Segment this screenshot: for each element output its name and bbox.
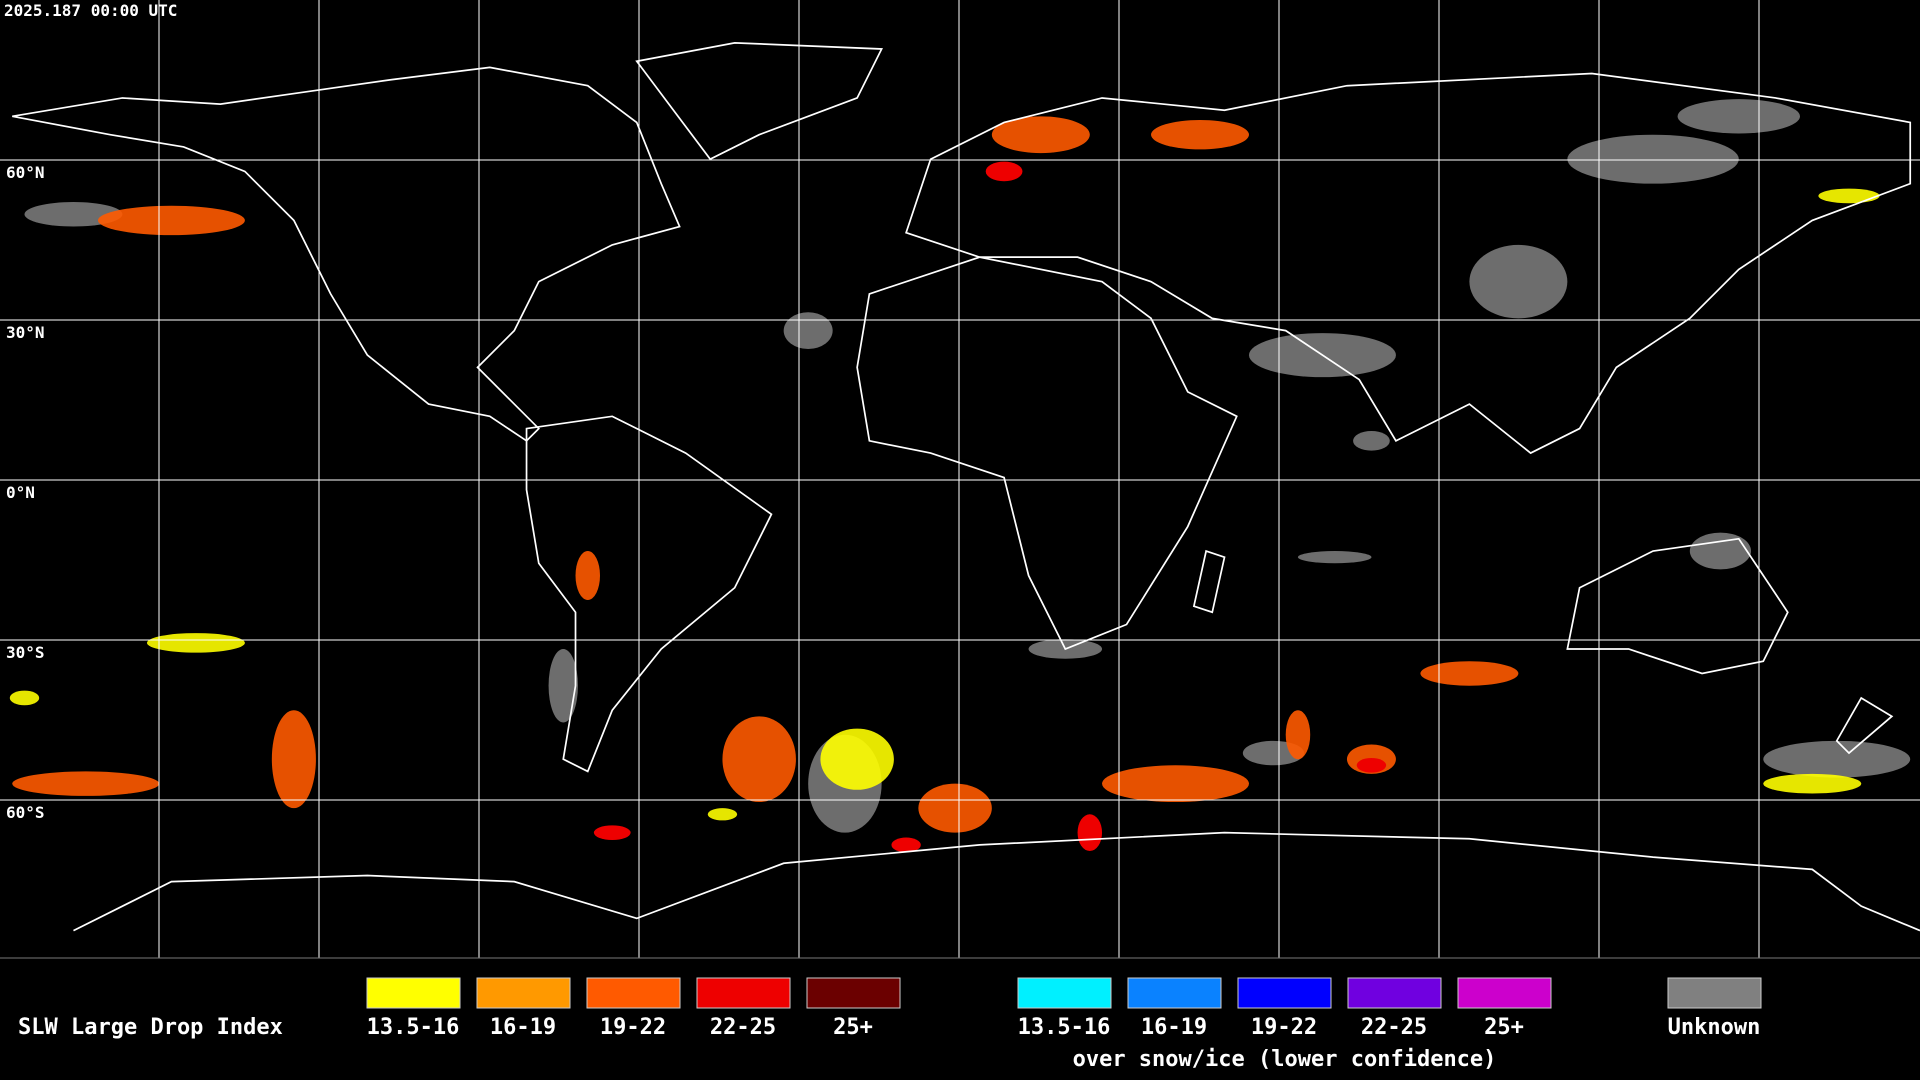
legend-label: Unknown [1668,1015,1761,1040]
latitude-label: 0°N [6,483,35,502]
red-cloud-patches [593,161,1387,853]
cloud-field [9,99,1911,853]
coastlines [12,41,1920,932]
legend-label: 25+ [1484,1015,1524,1040]
unknown-cloud-patches [24,99,1911,833]
latitude-label: 30°N [6,323,45,342]
legend-label: 16-19 [490,1015,556,1040]
legend: SLW Large Drop Index 13.5-16 16-19 19-22 22… [18,977,1762,1072]
legend-label: 22-25 [710,1015,776,1040]
legend-swatch [476,977,571,1009]
eurasia [905,72,1912,455]
legend-label: 19-22 [600,1015,666,1040]
legend-label: 19-22 [1251,1015,1317,1040]
new-zealand [1835,696,1894,755]
latitude-label: 60°N [6,163,45,182]
legend-label: 13.5-16 [1018,1015,1111,1040]
legend-note: over snow/ice (lower confidence) [1073,1047,1497,1072]
legend-label: 13.5-16 [367,1015,460,1040]
legend-swatch [1667,977,1762,1009]
madagascar [1192,549,1226,614]
latitude-labels: 60°N 30°N 0°N 30°S 60°S [6,163,45,822]
legend-label: 22-25 [1361,1015,1427,1040]
yellow-cloud-patches [9,188,1880,821]
legend-swatch [806,977,901,1009]
lat-lon-grid [0,0,1920,958]
antarctica [73,831,1920,932]
latitude-label: 30°S [6,643,45,662]
greenland [635,41,883,161]
legend-label: 25+ [833,1015,873,1040]
legend-swatch [696,977,791,1009]
north-america [12,66,681,442]
africa [856,256,1238,651]
legend-swatch [1457,977,1552,1009]
legend-swatch [1347,977,1442,1009]
legend-label: 16-19 [1141,1015,1207,1040]
legend-swatch [1017,977,1112,1009]
legend-swatch [366,977,461,1009]
australia [1566,537,1789,675]
legend-swatch [1237,977,1332,1009]
legend-title: SLW Large Drop Index [18,1015,283,1040]
legend-swatch [1127,977,1222,1009]
legend-swatch [586,977,681,1009]
latitude-label: 60°S [6,803,45,822]
south-america [525,415,773,773]
timestamp: 2025.187 00:00 UTC [4,1,177,20]
warm-cloud-patches [12,116,1519,833]
